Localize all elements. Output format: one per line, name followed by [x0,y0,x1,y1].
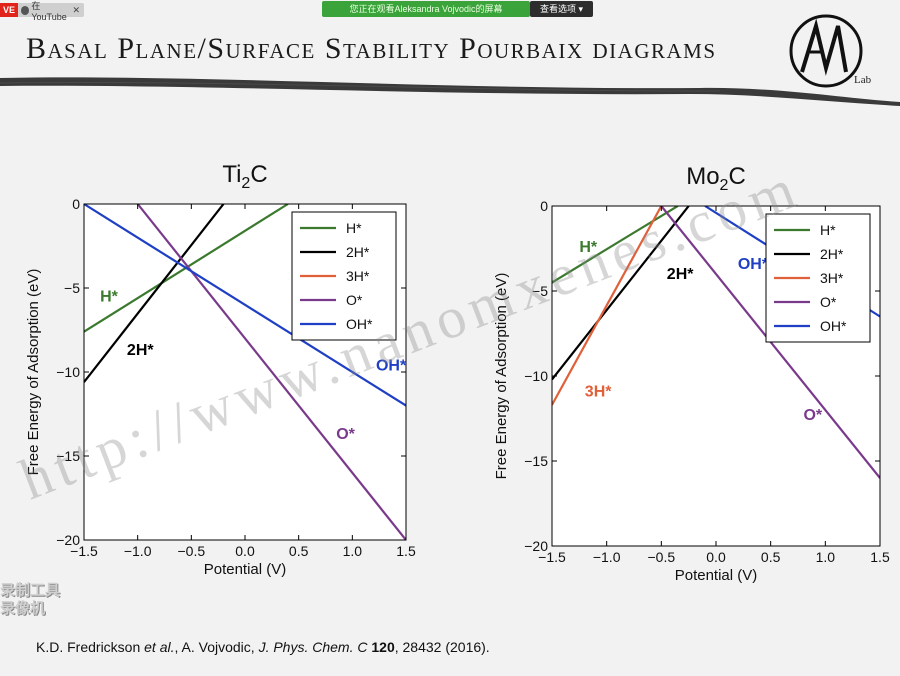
x-tick-label: 0.0 [706,549,726,565]
series-annotation: OH* [376,357,407,374]
y-tick-label: −15 [56,448,80,464]
y-tick-label: 0 [72,196,80,212]
recorder-logo: 录制工具 录像机 [0,582,60,618]
series-annotation: O* [803,407,822,424]
legend-label: 2H* [820,246,844,262]
screen-share-banner: 您正在观看Aleksandra Vojvodic的屏幕 [322,1,530,17]
chart-title-subscript: 2 [241,175,250,192]
y-tick-label: −20 [56,532,80,548]
chart-title-main: Mo [686,163,719,190]
view-options-button[interactable]: 查看选项 ▾ [530,1,593,17]
series-line-H-star [552,206,679,284]
y-tick-label: −5 [532,283,548,299]
top-toolbar: VE 在YouTube ✕ 您正在观看Aleksandra Vojvodic的屏… [0,0,900,22]
recorder-logo-line2: 录像机 [0,600,46,617]
series-line-3H-star [552,206,663,406]
y-axis-label: Free Energy of Adsorption (eV) [493,273,510,480]
y-tick-label: −20 [524,538,548,554]
youtube-live-badge[interactable]: VE 在YouTube ✕ [0,1,84,22]
brush-stroke-divider [0,77,900,106]
chart-title: Mo2C [686,163,746,194]
live-tag: VE [0,3,19,17]
series-annotation: 2H* [127,342,154,359]
chart-ti2c: Ti2C −1.5 −1.0 −0.5 0.0 0.5 1.0 1.5 0 −5 −10 −15 −20… [25,161,416,578]
slide-title: Basal Plane/Surface Stability Pourbaix d… [26,32,717,65]
recorder-logo-line1: 录制工具 [0,582,61,599]
series-annotation: 3H* [585,383,612,400]
legend-label: 3H* [346,268,370,284]
citation-et-al: et al. [144,639,175,655]
chart-title-end: C [250,161,267,188]
y-tick-label: −10 [56,364,80,380]
x-tick-label: −0.5 [648,549,676,565]
x-tick-label: −1.5 [538,549,566,565]
series-line-2H-star [552,206,690,381]
legend-label: 3H* [820,270,844,286]
legend-label: 2H* [346,244,370,260]
x-tick-label: 1.5 [870,549,890,565]
legend-label: O* [346,292,363,308]
x-tick-label: 1.0 [816,549,836,565]
x-tick-label: −0.5 [178,543,206,559]
chart-mo2c: Mo2C −1.5 −1.0 −0.5 0.0 0.5 1.0 1.5 0 −5 −10 −15 −20… [493,163,890,584]
legend-label: O* [820,294,837,310]
series-line-OH-star [84,204,406,407]
legend-label: H* [820,222,836,238]
x-tick-label: 1.0 [343,543,363,559]
series-line-2H-star [84,204,225,383]
av-lab-logo [789,14,863,88]
legend-label: OH* [820,318,847,334]
y-tick-label: 0 [540,198,548,214]
x-tick-label: 1.5 [396,543,416,559]
x-axis-label: Potential (V) [675,567,758,584]
chart-title-main: Ti [222,161,241,188]
series-annotation: 2H* [667,266,694,283]
series-group [84,204,406,540]
citation-pages: , 28432 (2016). [394,639,490,655]
youtube-label: 在YouTube [31,0,67,22]
citation-coauthor: , A. Vojvodic, [174,639,259,655]
y-tick-label: −15 [524,453,548,469]
series-annotation: H* [100,288,119,305]
x-tick-label: −1.0 [124,543,152,559]
series-annotation: O* [336,426,355,443]
citation-volume: 120 [367,639,395,655]
chart-title-subscript: 2 [720,177,729,194]
legend-label: OH* [346,316,373,332]
series-line-O-star [136,204,406,540]
x-axis-label: Potential (V) [204,561,287,578]
lab-label: Lab [854,74,872,86]
chart-title-end: C [728,163,745,190]
legend-label: H* [346,220,362,236]
y-tick-label: −5 [64,280,80,296]
citation: K.D. Fredrickson et al., A. Vojvodic, J.… [36,639,490,655]
series-annotation: OH* [738,256,769,273]
x-tick-label: 0.5 [761,549,781,565]
chart-title: Ti2C [222,161,267,192]
x-tick-label: 0.0 [235,543,255,559]
youtube-icon [21,5,30,15]
close-icon[interactable]: ✕ [72,4,80,15]
citation-authors: K.D. Fredrickson [36,639,145,655]
y-axis-label: Free Energy of Adsorption (eV) [25,269,42,476]
series-annotation: H* [579,239,598,256]
citation-journal: J. Phys. Chem. C [258,639,368,655]
x-tick-label: −1.5 [70,543,98,559]
y-tick-label: −10 [524,368,548,384]
x-tick-label: −1.0 [593,549,621,565]
x-tick-label: 0.5 [289,543,309,559]
